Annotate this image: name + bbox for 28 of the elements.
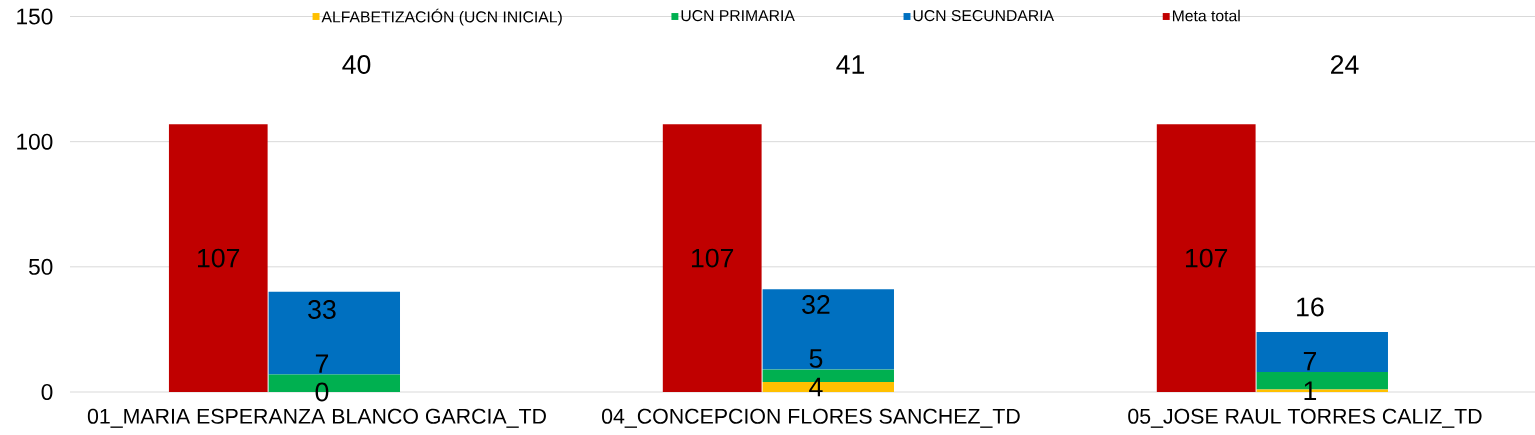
data-label: 32 <box>802 295 830 314</box>
total-label: 24 <box>1331 55 1359 74</box>
data-label: 107 <box>691 248 734 268</box>
total-label: 41 <box>836 55 865 74</box>
legend-label: ALFABETIZACIÓN (UCN INICIAL) <box>321 8 562 26</box>
x-tick-label: 05_JOSE RAUL TORRES CALIZ_TD <box>1128 408 1482 428</box>
data-label: 107 <box>1185 248 1228 268</box>
data-label: 33 <box>308 300 336 319</box>
data-label: 1 <box>1304 381 1317 400</box>
y-tick-label: 50 <box>29 258 53 275</box>
data-label: 7 <box>315 354 329 373</box>
data-label: 4 <box>809 377 823 397</box>
legend-label: UCN PRIMARIA <box>681 10 795 22</box>
total-label: 40 <box>342 55 371 74</box>
bar <box>268 291 401 375</box>
bar <box>762 289 894 370</box>
data-label: 16 <box>1297 297 1324 317</box>
legend-label: UCN SECUNDARIA <box>913 10 1055 22</box>
bar <box>1256 331 1388 372</box>
data-label: 5 <box>809 349 823 368</box>
y-tick-label: 100 <box>17 133 53 150</box>
data-label: 107 <box>198 248 240 268</box>
legend-label: Meta total <box>1172 9 1240 22</box>
x-tick-label: 04_CONCEPCION FLORES SANCHEZ_TD <box>602 408 1020 428</box>
y-tick-label: 150 <box>17 8 53 25</box>
data-label: 7 <box>1303 352 1317 371</box>
y-tick-label: 0 <box>41 383 53 401</box>
x-tick-label: 01_MARIA ESPERANZA BLANCO GARCIA_TD <box>87 408 546 428</box>
